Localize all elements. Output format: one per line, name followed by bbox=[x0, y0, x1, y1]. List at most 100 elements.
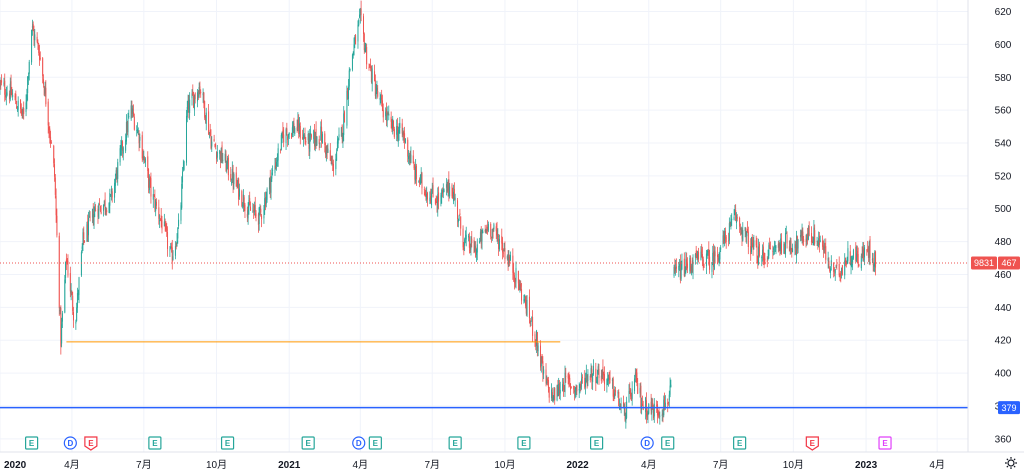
candle[interactable] bbox=[34, 29, 36, 48]
candle[interactable] bbox=[377, 85, 379, 99]
candle[interactable] bbox=[659, 411, 661, 425]
candle[interactable] bbox=[368, 63, 370, 71]
candle[interactable] bbox=[491, 236, 493, 243]
candle[interactable] bbox=[586, 374, 588, 389]
candle[interactable] bbox=[84, 240, 86, 244]
candle[interactable] bbox=[31, 19, 33, 36]
earnings-event[interactable]: E bbox=[661, 436, 675, 450]
candle[interactable] bbox=[286, 122, 288, 136]
candle[interactable] bbox=[846, 256, 848, 265]
candle[interactable] bbox=[338, 127, 340, 141]
candle[interactable] bbox=[750, 238, 752, 261]
candle[interactable] bbox=[131, 100, 133, 118]
candle[interactable] bbox=[238, 177, 240, 206]
candle[interactable] bbox=[855, 242, 857, 263]
candle[interactable] bbox=[163, 213, 165, 227]
candle[interactable] bbox=[724, 227, 726, 244]
earnings-event[interactable]: E bbox=[148, 436, 162, 450]
candle[interactable] bbox=[695, 245, 697, 259]
candle[interactable] bbox=[609, 370, 611, 384]
candle[interactable] bbox=[556, 384, 558, 402]
candle[interactable] bbox=[532, 310, 534, 342]
candle[interactable] bbox=[183, 160, 185, 171]
candle[interactable] bbox=[508, 250, 510, 267]
candle[interactable] bbox=[569, 374, 571, 387]
candle[interactable] bbox=[686, 252, 688, 271]
candle[interactable] bbox=[133, 113, 135, 131]
candle[interactable] bbox=[503, 242, 505, 252]
candle[interactable] bbox=[45, 80, 47, 107]
candle[interactable] bbox=[143, 150, 145, 164]
candle[interactable] bbox=[611, 377, 613, 389]
candle[interactable] bbox=[314, 124, 316, 151]
candle[interactable] bbox=[320, 121, 322, 141]
candle[interactable] bbox=[564, 365, 566, 398]
candle[interactable] bbox=[3, 77, 5, 87]
candle[interactable] bbox=[728, 232, 730, 247]
candle[interactable] bbox=[553, 387, 555, 401]
candle[interactable] bbox=[248, 195, 250, 215]
candle[interactable] bbox=[302, 129, 304, 140]
candle[interactable] bbox=[496, 221, 498, 242]
candle[interactable] bbox=[552, 395, 554, 403]
candle[interactable] bbox=[172, 250, 174, 261]
candle[interactable] bbox=[390, 111, 392, 129]
candle[interactable] bbox=[781, 233, 783, 255]
candle[interactable] bbox=[117, 158, 119, 186]
candle[interactable] bbox=[287, 134, 289, 147]
candle[interactable] bbox=[679, 254, 681, 284]
candle[interactable] bbox=[359, 8, 361, 19]
candle[interactable] bbox=[816, 236, 818, 246]
candle[interactable] bbox=[741, 227, 743, 246]
candle[interactable] bbox=[106, 207, 108, 216]
candle[interactable] bbox=[294, 126, 296, 136]
candle[interactable] bbox=[669, 377, 671, 398]
candle[interactable] bbox=[99, 198, 101, 206]
candle[interactable] bbox=[418, 180, 420, 183]
candle[interactable] bbox=[598, 363, 600, 385]
candle[interactable] bbox=[192, 84, 194, 96]
candle[interactable] bbox=[81, 243, 83, 254]
candle[interactable] bbox=[410, 146, 412, 164]
candle[interactable] bbox=[498, 234, 500, 256]
candle[interactable] bbox=[802, 227, 804, 246]
candle[interactable] bbox=[270, 176, 272, 200]
candle[interactable] bbox=[731, 213, 733, 227]
candle[interactable] bbox=[5, 88, 7, 101]
candle[interactable] bbox=[220, 147, 222, 164]
candle[interactable] bbox=[233, 172, 235, 190]
candle[interactable] bbox=[734, 204, 736, 216]
candle[interactable] bbox=[750, 236, 752, 254]
candle[interactable] bbox=[69, 266, 71, 298]
candle[interactable] bbox=[856, 245, 858, 263]
candle[interactable] bbox=[658, 408, 660, 419]
candle[interactable] bbox=[116, 167, 118, 183]
candle[interactable] bbox=[779, 242, 781, 256]
candle[interactable] bbox=[542, 356, 544, 382]
candle[interactable] bbox=[523, 294, 525, 304]
candle[interactable] bbox=[437, 187, 439, 217]
candle[interactable] bbox=[349, 68, 351, 72]
candle[interactable] bbox=[242, 202, 244, 209]
candle[interactable] bbox=[253, 201, 255, 216]
candle[interactable] bbox=[103, 200, 105, 207]
candle[interactable] bbox=[567, 372, 569, 385]
candle[interactable] bbox=[263, 205, 265, 224]
candle[interactable] bbox=[161, 215, 163, 234]
candle[interactable] bbox=[869, 236, 871, 266]
candle[interactable] bbox=[137, 127, 139, 136]
candle[interactable] bbox=[711, 261, 713, 279]
candle[interactable] bbox=[526, 295, 528, 317]
candle[interactable] bbox=[354, 34, 356, 49]
candle[interactable] bbox=[122, 146, 124, 161]
candle[interactable] bbox=[424, 189, 426, 197]
candle[interactable] bbox=[371, 65, 373, 92]
candle[interactable] bbox=[159, 218, 161, 222]
candle[interactable] bbox=[839, 273, 841, 282]
candle[interactable] bbox=[601, 369, 603, 380]
candle[interactable] bbox=[114, 178, 116, 203]
candle[interactable] bbox=[401, 118, 403, 138]
candle[interactable] bbox=[475, 248, 477, 262]
candle[interactable] bbox=[282, 122, 284, 139]
candle[interactable] bbox=[453, 182, 455, 201]
